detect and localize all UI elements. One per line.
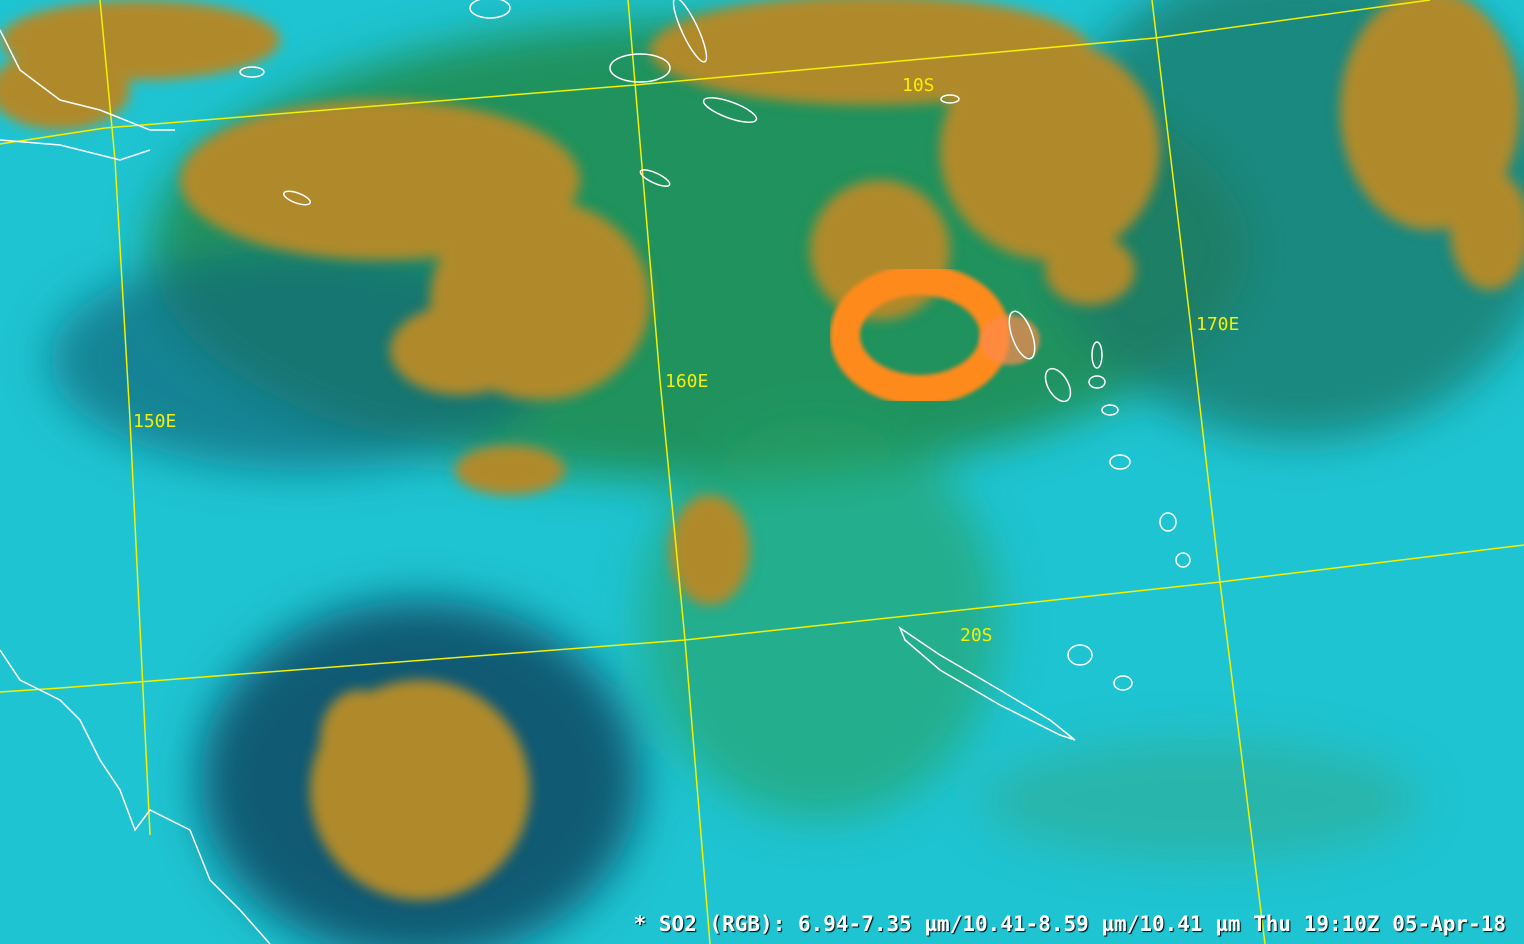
image-caption: * SO2 (RGB): 6.94-7.35 µm/10.41-8.59 µm/… <box>633 912 1506 936</box>
coastlines <box>0 0 1191 944</box>
lon-label-170e: 170E <box>1196 314 1240 335</box>
lon-label-150e: 150E <box>133 411 177 432</box>
lon-label-160e: 160E <box>665 371 709 392</box>
lat-label-20s: 20S <box>960 625 993 646</box>
so2-plume <box>830 265 1040 405</box>
high-cloud-tops <box>0 0 1524 900</box>
lat-label-10s: 10S <box>902 75 935 96</box>
